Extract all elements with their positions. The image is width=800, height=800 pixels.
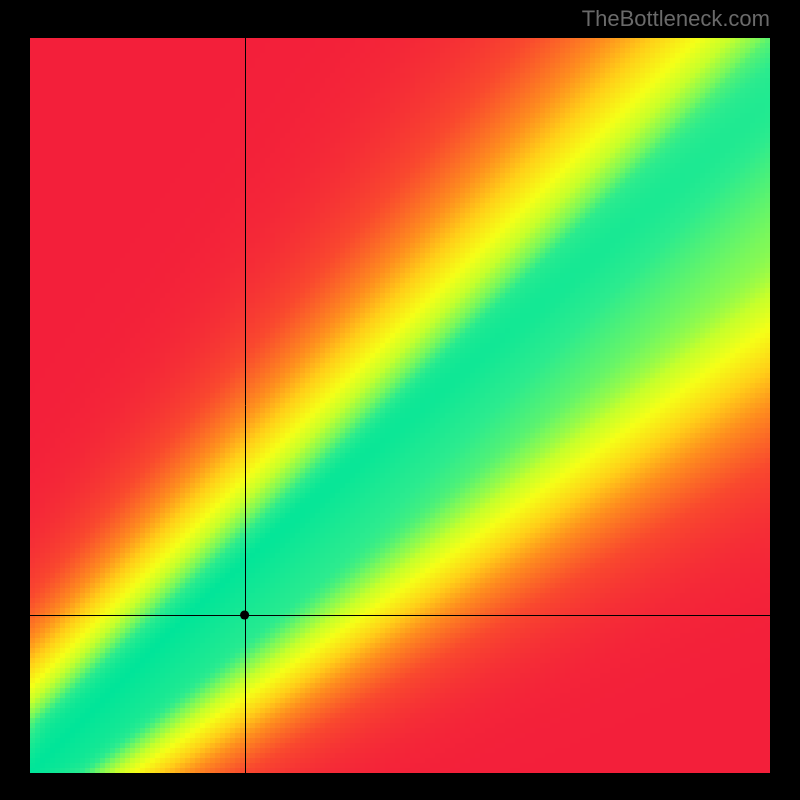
watermark-text: TheBottleneck.com [582,6,770,32]
heatmap-canvas [30,38,770,773]
heatmap-plot [30,38,770,773]
chart-frame: TheBottleneck.com [0,0,800,800]
